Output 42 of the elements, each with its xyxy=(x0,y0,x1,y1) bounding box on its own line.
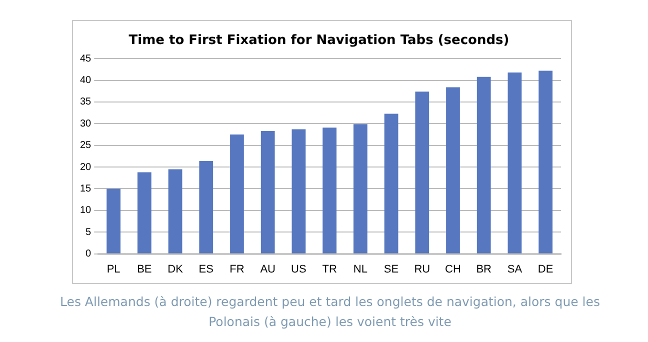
bar xyxy=(415,92,430,254)
bar xyxy=(168,169,182,254)
bar xyxy=(322,128,337,254)
bar xyxy=(476,76,491,254)
bar xyxy=(384,114,398,254)
x-tick-label: SA xyxy=(507,263,523,276)
bar xyxy=(137,172,152,254)
y-tick-label: 0 xyxy=(86,248,92,260)
bar xyxy=(353,124,368,254)
bar xyxy=(508,72,522,254)
bar xyxy=(199,160,214,254)
x-tick-label: SE xyxy=(384,263,399,276)
y-tick-label: 10 xyxy=(80,205,92,216)
bar xyxy=(538,70,553,254)
x-tick-label: US xyxy=(291,263,306,276)
x-tick-label: PL xyxy=(106,263,120,276)
x-tick-label: DE xyxy=(538,263,554,276)
x-tick-label: BR xyxy=(476,263,492,276)
x-tick-label: TR xyxy=(322,263,337,276)
y-tick-label: 45 xyxy=(80,53,92,64)
x-tick-label: RU xyxy=(414,263,430,276)
bar xyxy=(260,131,275,254)
bar xyxy=(230,134,244,254)
x-tick-label: CH xyxy=(445,263,461,276)
x-tick-label: BE xyxy=(137,263,152,276)
y-tick-label: 35 xyxy=(80,96,92,108)
y-tick-label: 15 xyxy=(80,183,92,194)
x-tick-label: ES xyxy=(198,263,214,276)
y-tick-label: 30 xyxy=(80,118,92,130)
chart-title: Time to First Fixation for Navigation Tabs (seconds) xyxy=(128,33,510,48)
bar xyxy=(446,87,460,254)
y-tick-label: 20 xyxy=(80,162,92,173)
bar xyxy=(292,129,306,254)
x-tick-label: NL xyxy=(353,263,368,276)
bar xyxy=(106,188,120,254)
x-tick-label: DK xyxy=(168,263,184,276)
text: Les Allemands (à droite) regardent peu et tard les onglets de navigation, alors que les Polonais (à gauche) les voient très vite xyxy=(60,293,600,331)
y-tick-label: 40 xyxy=(80,75,92,86)
y-tick-label: 5 xyxy=(86,226,92,238)
y-tick-label: 25 xyxy=(80,140,92,152)
x-tick-label: FR xyxy=(230,263,244,276)
x-tick-label: AU xyxy=(260,263,276,276)
